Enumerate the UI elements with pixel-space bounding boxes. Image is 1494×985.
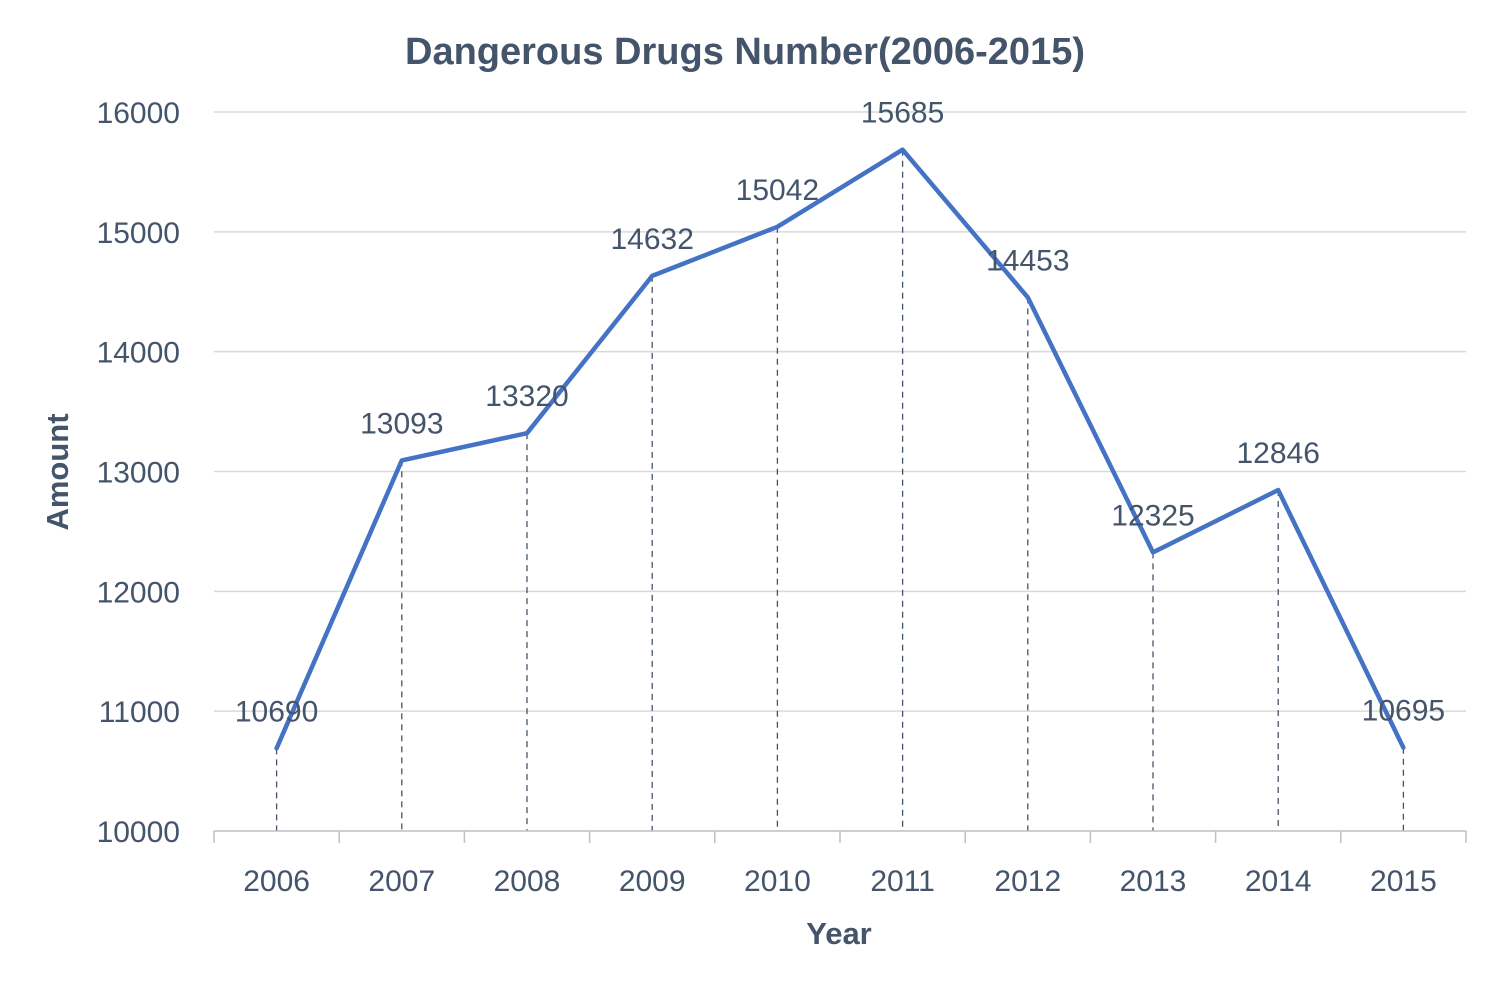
x-axis-title: Year (806, 916, 872, 951)
x-tick-label: 2008 (494, 865, 561, 898)
data-label: 12325 (1111, 499, 1194, 532)
y-tick-label: 16000 (97, 97, 180, 130)
data-label: 13093 (360, 407, 443, 440)
drop-lines (275, 149, 1405, 831)
y-tick-label: 13000 (97, 457, 180, 490)
y-tick-label: 11000 (99, 696, 180, 729)
x-tick-label: 2014 (1245, 865, 1312, 898)
y-axis-title: Amount (40, 413, 75, 530)
series-line-path (274, 147, 1406, 751)
x-tick-label: 2007 (368, 865, 435, 898)
data-label: 10690 (235, 695, 318, 728)
y-tick-label: 14000 (97, 337, 180, 370)
data-label: 10695 (1362, 695, 1445, 728)
x-tick-label: 2013 (1120, 865, 1187, 898)
x-tick-label: 2011 (870, 865, 935, 898)
x-tick-label: 2006 (243, 865, 310, 898)
data-label: 15042 (736, 174, 819, 207)
y-axis-ticks: 10000 11000 12000 13000 14000 15000 16000 (97, 97, 180, 849)
x-tick-label: 2009 (619, 865, 686, 898)
data-label: 15685 (861, 97, 944, 130)
y-tick-label: 10000 (97, 816, 180, 849)
x-tick-label: 2015 (1370, 865, 1437, 898)
y-tick-label: 15000 (97, 217, 180, 250)
x-axis (213, 830, 1467, 843)
data-label: 14632 (610, 223, 693, 256)
y-tick-label: 12000 (97, 576, 180, 609)
gridlines (214, 111, 1466, 712)
x-tick-label: 2010 (744, 865, 811, 898)
series-line (274, 147, 1406, 751)
chart-title: Dangerous Drugs Number(2006-2015) (405, 31, 1085, 73)
data-label: 14453 (986, 244, 1069, 277)
x-axis-ticks: 2006 2007 2008 2009 2010 2011 2012 2013 2014 2015 (243, 865, 1437, 898)
data-labels: 10690 13093 13320 14632 15042 15685 14453 12325… (235, 97, 1445, 729)
x-tick-label: 2012 (994, 865, 1061, 898)
data-label: 13320 (485, 380, 568, 413)
data-label: 12846 (1236, 437, 1319, 470)
